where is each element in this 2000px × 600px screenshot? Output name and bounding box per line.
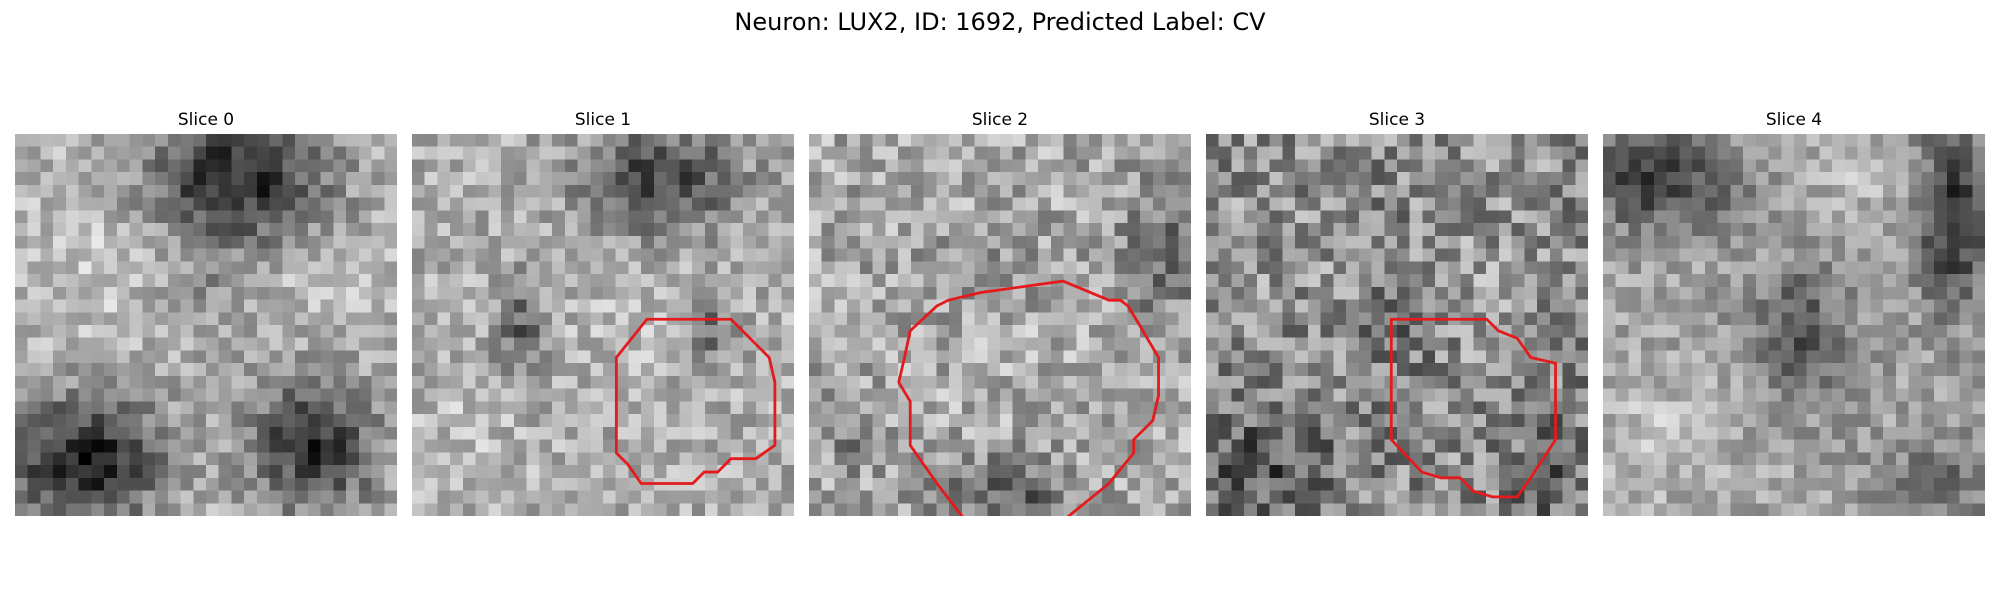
slice-title: Slice 3 (1368, 110, 1426, 130)
figure-title: Neuron: LUX2, ID: 1692, Predicted Label:… (734, 8, 1266, 36)
slice-image (1206, 134, 1588, 516)
segmentation-contour (614, 317, 777, 485)
slice-title: Slice 0 (177, 110, 235, 130)
slice-title: Slice 1 (574, 110, 632, 130)
segmentation-contour (897, 279, 1160, 516)
slice-image (1603, 134, 1985, 516)
slice-title: Slice 2 (971, 110, 1029, 130)
slice-image (809, 134, 1191, 516)
segmentation-contour (1389, 317, 1557, 499)
slice-image (15, 134, 397, 516)
slice-title: Slice 4 (1765, 110, 1823, 130)
slice-image (412, 134, 794, 516)
